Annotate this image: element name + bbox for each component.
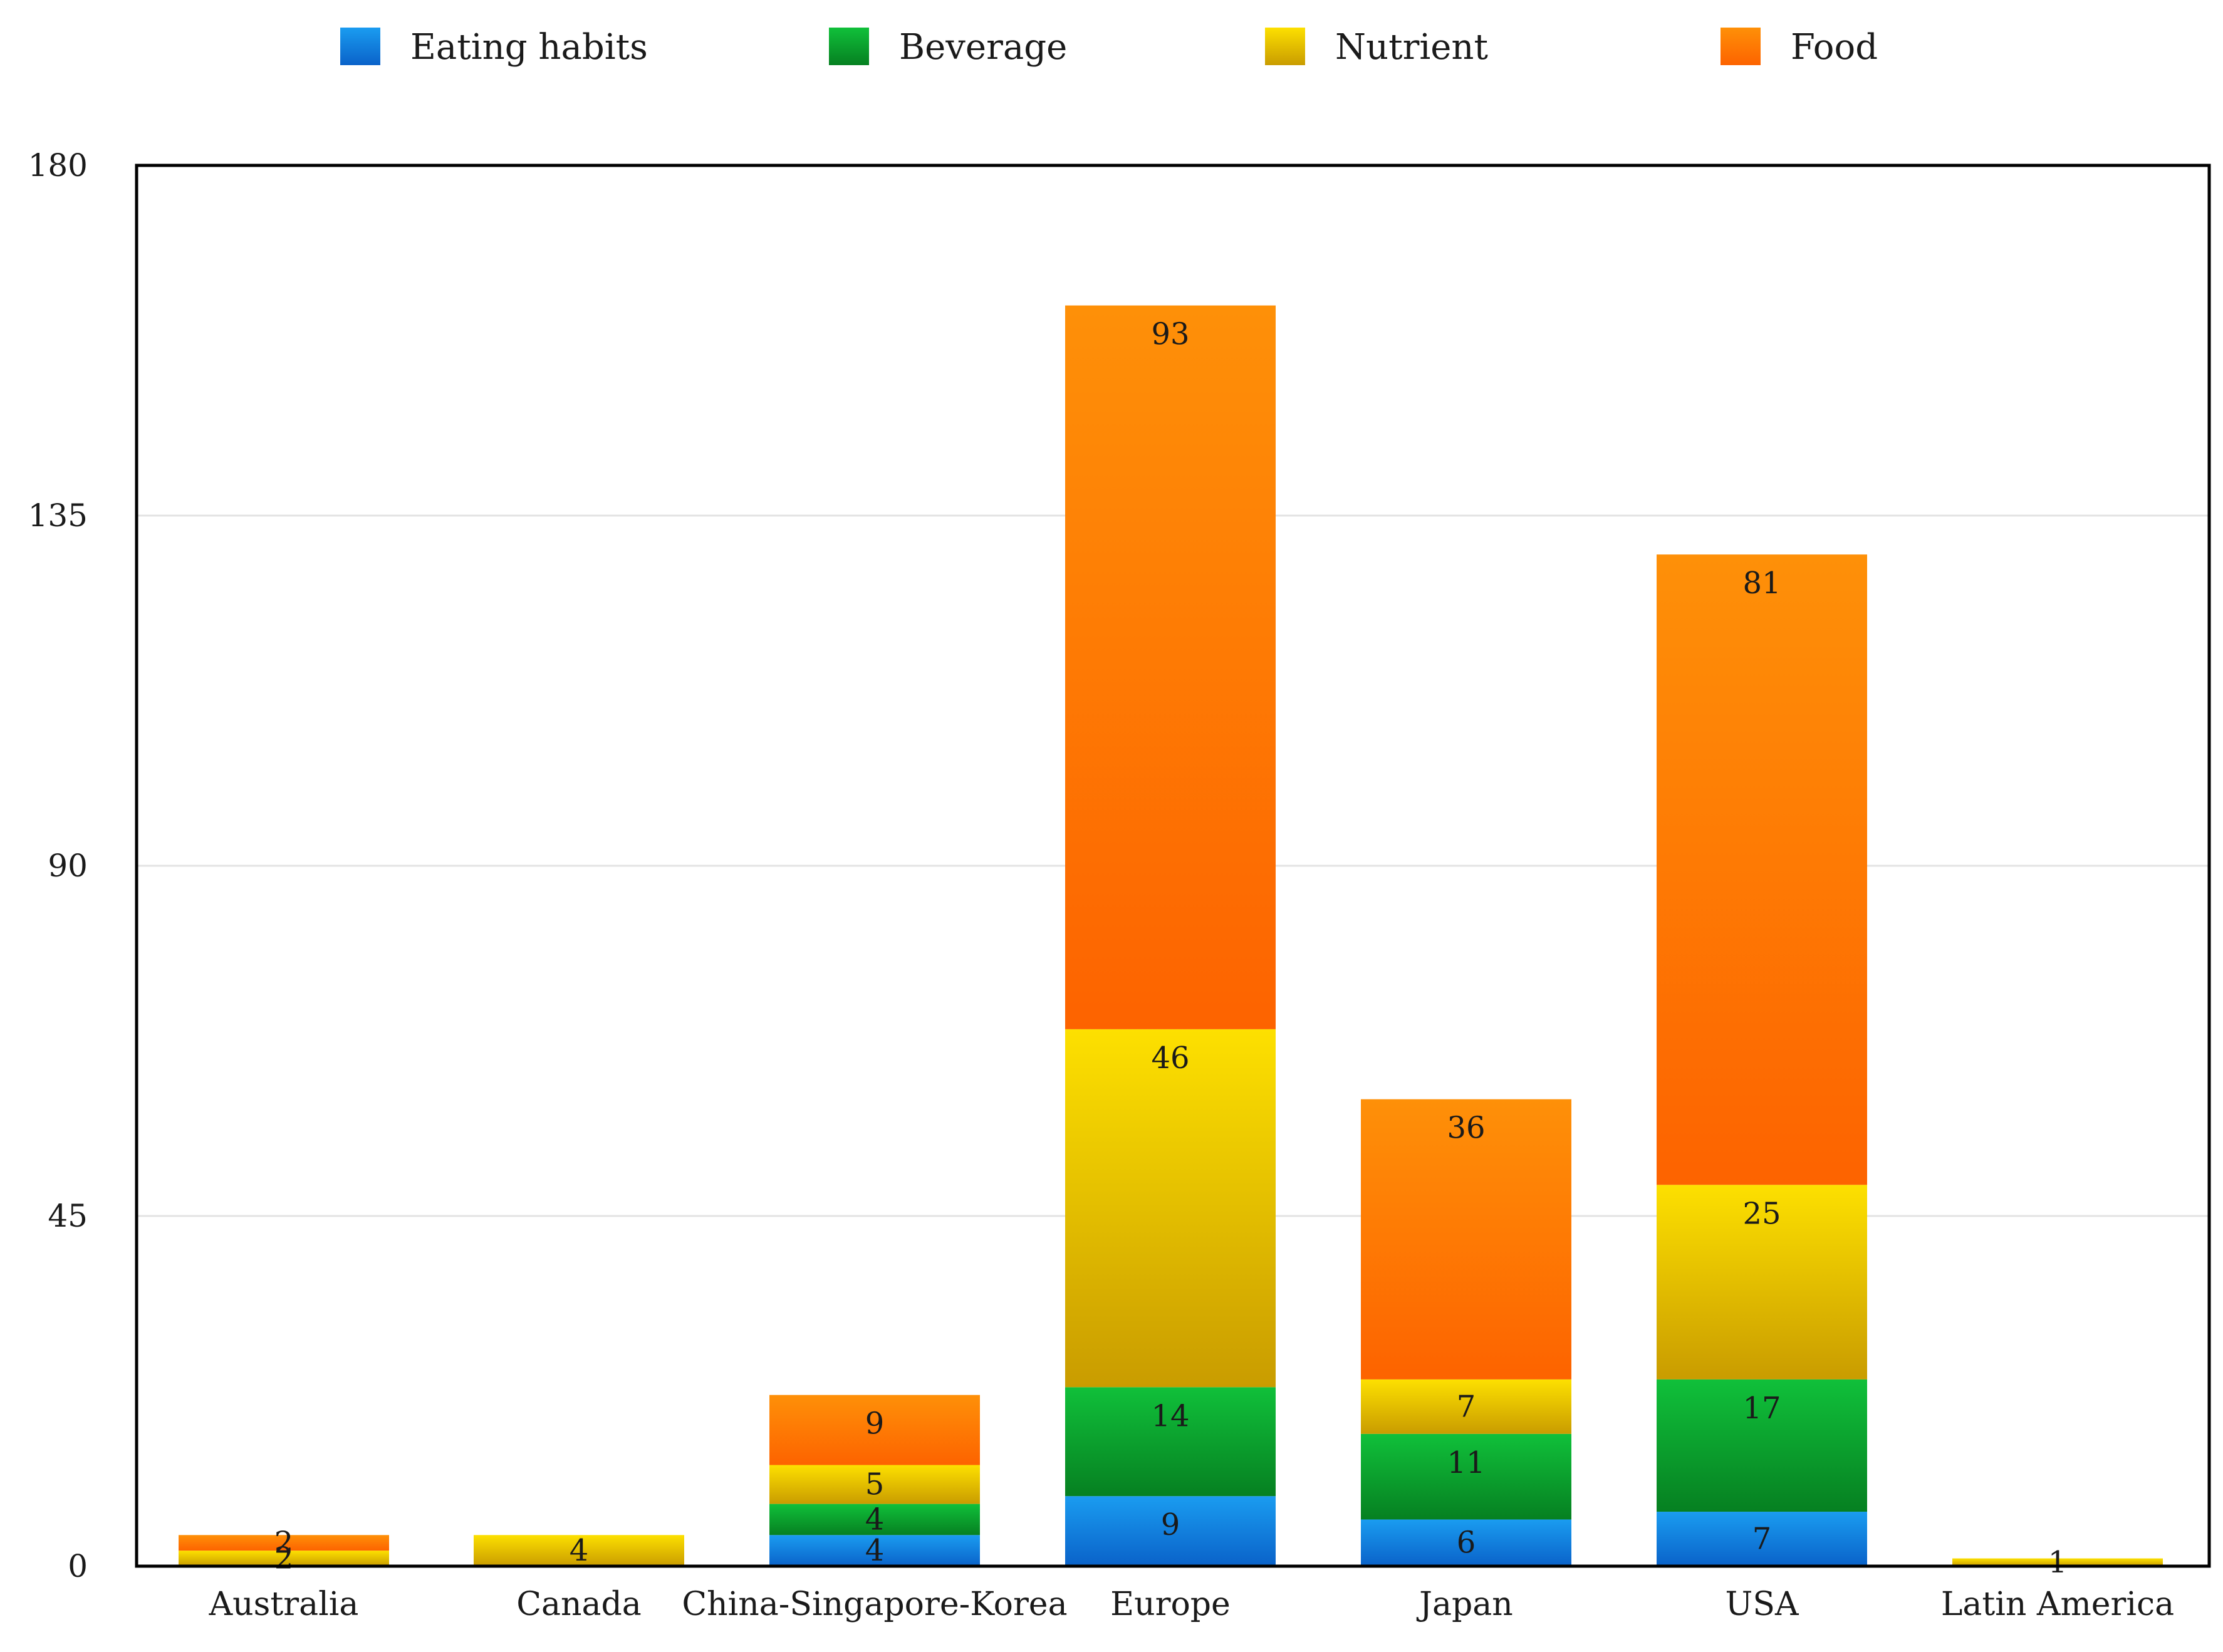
bar-usa-food: [1657, 554, 1867, 1185]
data-label-china-singapore-korea-eating-habits: 4: [865, 1533, 885, 1568]
y-tick-label-135: 135: [28, 497, 88, 534]
data-label-australia-food: 2: [274, 1525, 294, 1561]
x-category-label-usa: USA: [1726, 1586, 1799, 1623]
x-category-label-china-singapore-korea: China-Singapore-Korea: [682, 1586, 1067, 1623]
bar-latin-america-nutrient: [1952, 1558, 2163, 1566]
x-category-label-latin-america: Latin America: [1941, 1586, 2174, 1623]
legend-swatch-food: [1721, 28, 1761, 65]
data-label-china-singapore-korea-food: 9: [865, 1406, 885, 1442]
data-label-europe-beverage: 14: [1151, 1398, 1189, 1433]
data-label-japan-eating-habits: 6: [1457, 1525, 1476, 1561]
y-tick-label-45: 45: [48, 1198, 88, 1234]
bar-usa-eating-habits: [1657, 1512, 1867, 1566]
data-label-europe-nutrient: 46: [1151, 1041, 1189, 1076]
legend-label-eating-habits: Eating habits: [410, 27, 648, 68]
data-label-usa-food: 81: [1742, 566, 1781, 601]
x-category-label-australia: Australia: [209, 1586, 359, 1623]
data-label-japan-beverage: 11: [1447, 1445, 1485, 1480]
legend-label-food: Food: [1791, 27, 1878, 68]
bar-china-singapore-korea-eating-habits: [769, 1535, 980, 1566]
bar-china-singapore-korea-beverage: [769, 1504, 980, 1535]
bar-europe-food: [1065, 305, 1276, 1029]
bar-japan-beverage: [1361, 1433, 1571, 1520]
y-tick-label-0: 0: [68, 1548, 88, 1584]
data-label-usa-beverage: 17: [1742, 1391, 1781, 1426]
bars: [179, 305, 2163, 1566]
bar-japan-eating-habits: [1361, 1519, 1571, 1566]
bar-china-singapore-korea-nutrient: [769, 1465, 980, 1504]
bar-europe-nutrient: [1065, 1029, 1276, 1388]
bar-china-singapore-korea-food: [769, 1395, 980, 1465]
data-label-europe-food: 93: [1151, 317, 1189, 352]
x-category-label-canada: Canada: [516, 1586, 642, 1623]
x-axis-categories: Australia Canada China-Singapore-Korea Euro…: [209, 1586, 2175, 1623]
data-label-japan-nutrient: 7: [1457, 1389, 1476, 1424]
bar-europe-eating-habits: [1065, 1496, 1276, 1566]
data-label-usa-eating-habits: 7: [1752, 1522, 1772, 1557]
y-tick-label-90: 90: [48, 848, 88, 884]
x-category-label-europe: Europe: [1110, 1586, 1231, 1623]
bar-usa-beverage: [1657, 1379, 1867, 1512]
data-label-canada-nutrient: 4: [570, 1533, 589, 1568]
y-axis-ticks: 0 45 90 135 180: [28, 147, 88, 1584]
legend: Eating habits Beverage Nutrient Food: [340, 27, 1878, 68]
data-label-usa-nutrient: 25: [1742, 1196, 1781, 1231]
data-label-australia-nutrient: 2: [274, 1541, 294, 1576]
data-label-china-singapore-korea-beverage: 4: [865, 1502, 885, 1537]
x-category-label-japan: Japan: [1416, 1586, 1513, 1623]
legend-label-nutrient: Nutrient: [1335, 27, 1488, 68]
bar-australia-food: [179, 1535, 389, 1551]
data-label-china-singapore-korea-nutrient: 5: [865, 1467, 885, 1502]
legend-swatch-beverage: [829, 28, 869, 65]
bar-australia-nutrient: [179, 1551, 389, 1566]
bar-usa-nutrient: [1657, 1185, 1867, 1379]
data-label-japan-food: 36: [1447, 1111, 1485, 1146]
bar-canada-nutrient: [474, 1535, 684, 1566]
legend-swatch-nutrient: [1265, 28, 1305, 65]
data-label-latin-america-nutrient: 1: [2048, 1545, 2068, 1580]
legend-swatch-eating-habits: [340, 28, 380, 65]
y-tick-label-180: 180: [28, 147, 88, 184]
bar-europe-beverage: [1065, 1387, 1276, 1497]
data-label-europe-eating-habits: 9: [1161, 1507, 1180, 1542]
plot-area-frame: [135, 164, 2211, 1568]
bar-japan-food: [1361, 1099, 1571, 1379]
bar-japan-nutrient: [1361, 1379, 1571, 1434]
legend-label-beverage: Beverage: [899, 27, 1067, 68]
